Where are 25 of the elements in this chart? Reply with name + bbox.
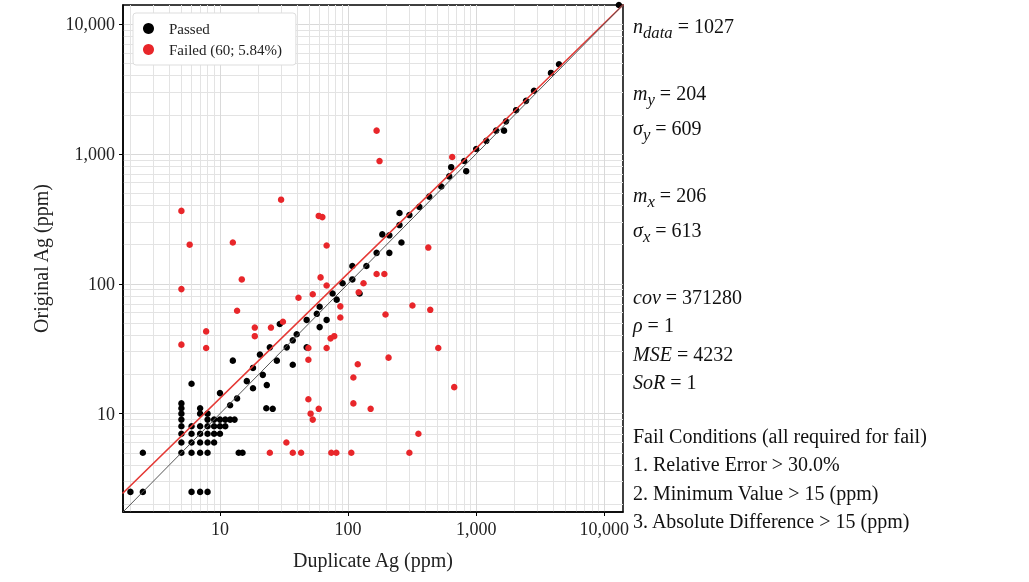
text: σ$_{x}$ = 613 [633, 219, 702, 246]
text: cov = 371280 [633, 285, 743, 308]
text: SoR = 1 [633, 371, 697, 393]
y-tick-label: 1,000 [74, 143, 115, 164]
y-tick-label: 10,000 [65, 13, 115, 34]
text: m$_{y}$ = 204 [633, 81, 707, 109]
text: σ$_{y}$ = 609 [633, 117, 702, 144]
x-tick-label: 10 [210, 519, 229, 539]
x-axis-title: Duplicate Ag (ppm) [293, 549, 453, 572]
text: n$_{data}$ = 1027 [633, 15, 734, 42]
text: Fail Conditions (all required for fail) [633, 423, 927, 450]
legend-label: Failed (60; 5.84%) [169, 41, 282, 59]
text: 2. Minimum Value > 15 (ppm) [633, 480, 880, 507]
x-tick-label: 1,000 [455, 519, 497, 539]
y-axis-title: Original Ag (ppm) [30, 184, 53, 333]
text: MSE = 4232 [633, 342, 734, 365]
x-tick-label: 10,000 [579, 519, 630, 539]
legend-label: Passed [169, 20, 211, 37]
text: m$_{x}$ = 206 [633, 183, 707, 211]
text: 1. Relative Error > 30.0% [633, 452, 841, 477]
text: ρ = 1 [633, 314, 674, 336]
y-tick-label: 100 [88, 273, 115, 294]
y-tick-label: 10 [97, 403, 115, 424]
x-tick-label: 100 [334, 519, 362, 539]
text: 3. Absolute Difference > 15 (ppm) [633, 509, 911, 535]
